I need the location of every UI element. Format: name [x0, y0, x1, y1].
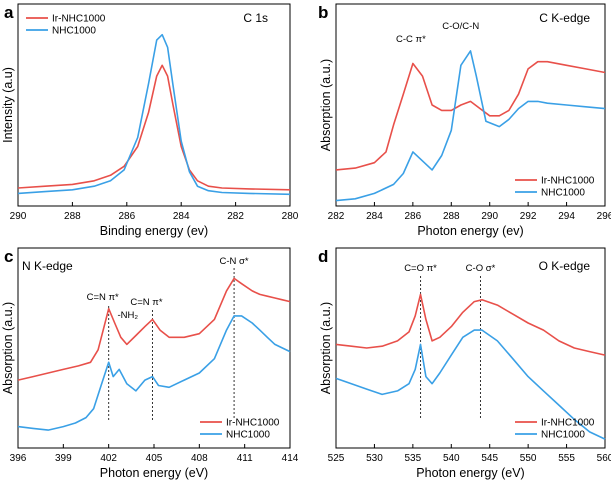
x-tick-label: 535 [405, 453, 422, 464]
x-tick-label: 282 [227, 211, 244, 222]
x-tick-label: 296 [597, 211, 611, 222]
panel-title: O K-edge [539, 259, 591, 273]
x-axis-label: Binding energy (ev) [100, 224, 208, 238]
annotation-label: C-N σ* [220, 256, 249, 267]
x-tick-label: 284 [366, 211, 383, 222]
legend-label: NHC1000 [541, 188, 585, 199]
x-axis-label: Photon energy (eV) [100, 466, 208, 480]
y-axis-label: Absorption (a.u.) [319, 302, 333, 394]
panel-title: N K-edge [22, 259, 73, 273]
series-line-nhc1000 [17, 315, 291, 431]
legend-label: Ir-NHC1000 [226, 418, 280, 429]
series-line-nhc1000 [17, 33, 291, 196]
legend-label: NHC1000 [226, 430, 270, 441]
x-tick-label: 290 [10, 211, 27, 222]
annotation-label: C-O/C-N [442, 21, 479, 32]
legend-label: Ir-NHC1000 [52, 14, 106, 25]
panel-d: 525 530 535 540 545 550 555 560 Photon energy (e… [318, 247, 611, 480]
panel-title: C 1s [243, 11, 268, 25]
panel-b: 282 284 286 288 290 292 294 296 Photon energy (e… [318, 3, 611, 238]
x-tick-label: 286 [118, 211, 135, 222]
panel-title: C K-edge [539, 11, 590, 25]
series-line-nhc1000 [335, 329, 606, 440]
x-tick-label: 286 [405, 211, 422, 222]
panel-a: 290 288 286 284 282 280 Binding energy (ev) Int… [1, 3, 299, 238]
x-tick-label: 288 [443, 211, 460, 222]
series-line-ir-nhc1000 [335, 60, 606, 171]
x-tick-label: 290 [481, 211, 498, 222]
plot-frame [335, 3, 606, 207]
series-line-nhc1000 [335, 50, 606, 202]
x-axis-label: Photon energy (eV) [416, 466, 524, 480]
x-tick-label: 294 [558, 211, 575, 222]
x-tick-label: 402 [100, 453, 117, 464]
annotation-label: C-O σ* [466, 263, 496, 274]
x-tick-label: 414 [282, 453, 299, 464]
x-tick-label: 555 [558, 453, 575, 464]
x-tick-label: 292 [520, 211, 537, 222]
x-tick-label: 280 [282, 211, 299, 222]
y-axis-label: Intensity (a.u) [1, 67, 15, 143]
plot-frame [17, 3, 291, 207]
x-tick-label: 288 [64, 211, 81, 222]
plot-frame [335, 247, 606, 449]
annotation-label: C=N π* [87, 292, 119, 303]
y-axis-label: Absorption (a.u.) [319, 59, 333, 151]
x-tick-label: 399 [55, 453, 72, 464]
x-axis-label: Photon energy (ev) [417, 224, 523, 238]
x-tick-label: 525 [328, 453, 345, 464]
x-tick-label: 560 [597, 453, 611, 464]
legend-label: Ir-NHC1000 [541, 176, 595, 187]
series-line-ir-nhc1000 [335, 293, 606, 356]
x-tick-label: 530 [366, 453, 383, 464]
x-tick-label: 405 [146, 453, 163, 464]
x-tick-label: 411 [237, 453, 253, 464]
annotation-label: -NH₂ [117, 310, 138, 321]
legend-label: NHC1000 [541, 430, 585, 441]
annotation-label: C=O π* [404, 263, 437, 274]
panel-letter: d [318, 247, 328, 266]
x-tick-label: 284 [173, 211, 190, 222]
x-tick-label: 550 [520, 453, 537, 464]
x-tick-label: 408 [191, 453, 208, 464]
series-line-ir-nhc1000 [17, 277, 291, 381]
panel-letter: c [4, 247, 13, 266]
y-axis-label: Absorption (a.u.) [1, 302, 15, 394]
x-tick-label: 540 [443, 453, 460, 464]
series-line-ir-nhc1000 [17, 64, 291, 191]
legend-label: Ir-NHC1000 [541, 418, 595, 429]
x-tick-label: 282 [328, 211, 345, 222]
panel-letter: a [4, 3, 14, 22]
legend-label: NHC1000 [52, 26, 96, 37]
panel-c: 396 399 402 405 408 411 414 Photon energy (eV) A… [1, 247, 299, 480]
annotation-label: C=N π* [130, 297, 162, 308]
panel-letter: b [318, 3, 328, 22]
x-tick-label: 396 [10, 453, 27, 464]
x-tick-label: 545 [481, 453, 498, 464]
annotation-label: C-C π* [396, 34, 426, 45]
